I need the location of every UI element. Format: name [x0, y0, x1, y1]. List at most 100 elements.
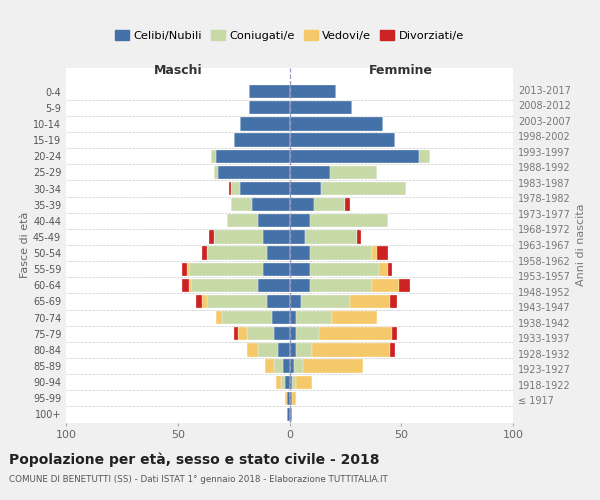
Bar [263, 262, 290, 276]
Bar [287, 408, 290, 421]
Bar [258, 214, 290, 228]
Text: Maschi: Maschi [154, 64, 202, 77]
Bar [267, 246, 290, 260]
Bar [272, 311, 290, 324]
Bar [290, 198, 314, 211]
Bar [281, 376, 285, 389]
Bar [290, 246, 310, 260]
Bar [388, 262, 392, 276]
Bar [247, 327, 274, 340]
Bar [377, 246, 388, 260]
Bar [296, 376, 312, 389]
Bar [265, 360, 274, 372]
Bar [301, 295, 350, 308]
Bar [223, 311, 272, 324]
Bar [182, 278, 189, 292]
Bar [290, 408, 292, 421]
Bar [290, 344, 296, 356]
Bar [202, 246, 207, 260]
Bar [332, 311, 377, 324]
Bar [249, 85, 290, 98]
Bar [227, 214, 258, 228]
Bar [263, 230, 290, 243]
Bar [209, 230, 214, 243]
Bar [238, 327, 247, 340]
Y-axis label: Anni di nascita: Anni di nascita [576, 204, 586, 286]
Bar [314, 198, 346, 211]
Bar [189, 278, 191, 292]
Bar [196, 295, 202, 308]
Bar [207, 246, 267, 260]
Text: Popolazione per età, sesso e stato civile - 2018: Popolazione per età, sesso e stato civil… [9, 452, 380, 467]
Bar [283, 360, 290, 372]
Bar [290, 166, 330, 179]
Bar [274, 327, 290, 340]
Bar [229, 182, 232, 195]
Bar [182, 262, 187, 276]
Bar [305, 230, 356, 243]
Bar [233, 327, 238, 340]
Bar [278, 344, 290, 356]
Bar [310, 214, 388, 228]
Bar [285, 392, 287, 405]
Bar [214, 166, 218, 179]
Bar [290, 182, 321, 195]
Bar [290, 262, 310, 276]
Bar [267, 295, 290, 308]
Bar [330, 166, 377, 179]
Bar [285, 376, 290, 389]
Bar [218, 166, 290, 179]
Bar [346, 198, 350, 211]
Bar [189, 262, 263, 276]
Bar [258, 278, 290, 292]
Bar [312, 344, 390, 356]
Bar [392, 327, 397, 340]
Bar [216, 311, 223, 324]
Bar [296, 344, 312, 356]
Bar [294, 360, 303, 372]
Bar [232, 198, 251, 211]
Bar [290, 311, 296, 324]
Bar [310, 278, 372, 292]
Bar [290, 150, 419, 163]
Bar [207, 295, 267, 308]
Bar [290, 327, 296, 340]
Bar [249, 101, 290, 114]
Bar [232, 182, 241, 195]
Bar [390, 344, 395, 356]
Legend: Celibi/Nubili, Coniugati/e, Vedovi/e, Divorziati/e: Celibi/Nubili, Coniugati/e, Vedovi/e, Di… [111, 26, 468, 46]
Bar [290, 85, 337, 98]
Text: Femmine: Femmine [369, 64, 433, 77]
Bar [276, 376, 281, 389]
Bar [287, 392, 290, 405]
Bar [290, 376, 292, 389]
Bar [419, 150, 430, 163]
Bar [251, 198, 290, 211]
Bar [290, 278, 310, 292]
Bar [214, 230, 263, 243]
Bar [292, 376, 296, 389]
Bar [290, 214, 310, 228]
Bar [296, 311, 332, 324]
Bar [241, 182, 290, 195]
Bar [202, 295, 207, 308]
Bar [241, 118, 290, 130]
Bar [290, 118, 383, 130]
Bar [216, 150, 290, 163]
Bar [356, 230, 361, 243]
Bar [247, 344, 258, 356]
Bar [290, 295, 301, 308]
Bar [390, 295, 397, 308]
Bar [233, 134, 290, 146]
Bar [290, 392, 292, 405]
Bar [372, 278, 399, 292]
Text: COMUNE DI BENETUTTI (SS) - Dati ISTAT 1° gennaio 2018 - Elaborazione TUTTITALIA.: COMUNE DI BENETUTTI (SS) - Dati ISTAT 1°… [9, 475, 388, 484]
Bar [290, 360, 294, 372]
Bar [290, 134, 395, 146]
Bar [258, 344, 278, 356]
Bar [379, 262, 388, 276]
Bar [399, 278, 410, 292]
Bar [310, 262, 379, 276]
Bar [191, 278, 258, 292]
Bar [319, 327, 392, 340]
